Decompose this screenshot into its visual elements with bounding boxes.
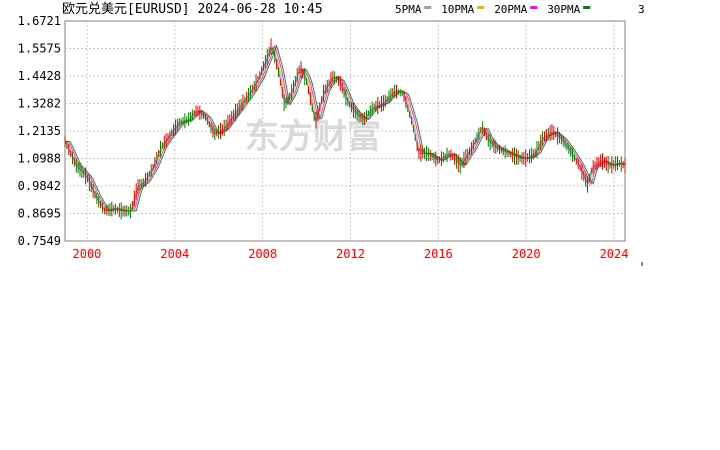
x-tick-label: 2024 [600, 247, 629, 261]
y-tick-label: 1.3282 [18, 96, 61, 110]
legend-label: 10PMA [441, 3, 474, 16]
legend-swatch [530, 6, 538, 9]
chart-title: 欧元兑美元[EURUSD] 2024-06-28 10:45 [62, 2, 323, 17]
legend-label: 20PMA [494, 3, 527, 16]
x-tick-label: 2020 [512, 247, 541, 261]
legend-label: 30PMA [547, 3, 580, 16]
x-tick-label: 2000 [73, 247, 102, 261]
watermark-text: 东方财富 [245, 117, 381, 157]
legend-label: 5PMA [395, 3, 422, 16]
legend-swatch [424, 6, 432, 9]
x-axis: 2000 2004 2008 2012 2016 2020 2024 [73, 247, 629, 261]
y-axis: 1.6721 1.5575 1.4428 1.3282 1.2135 1.0988 0.98… [18, 14, 61, 248]
y-tick-label: 0.7549 [18, 234, 61, 248]
legend-overflow-label: 3 [638, 3, 645, 16]
y-tick-label: 1.2135 [18, 124, 61, 138]
y-tick-label: 0.9842 [18, 179, 61, 193]
y-tick-label: 0.8695 [18, 207, 61, 221]
legend-swatch [583, 6, 591, 9]
x-tick-label: 2004 [160, 247, 189, 261]
x-tick-label: 2016 [424, 247, 453, 261]
scroll-marker [641, 262, 643, 266]
x-tick-label: 2012 [336, 247, 365, 261]
y-tick-label: 1.6721 [18, 14, 61, 28]
legend: 5PMA 10PMA 20PMA 30PMA [395, 3, 591, 16]
legend-swatch [477, 6, 485, 9]
candles-layer [64, 38, 626, 220]
x-tick-label: 2008 [248, 247, 277, 261]
y-tick-label: 1.0988 [18, 152, 61, 166]
y-tick-label: 1.4428 [18, 69, 61, 83]
y-tick-label: 1.5575 [18, 41, 61, 55]
